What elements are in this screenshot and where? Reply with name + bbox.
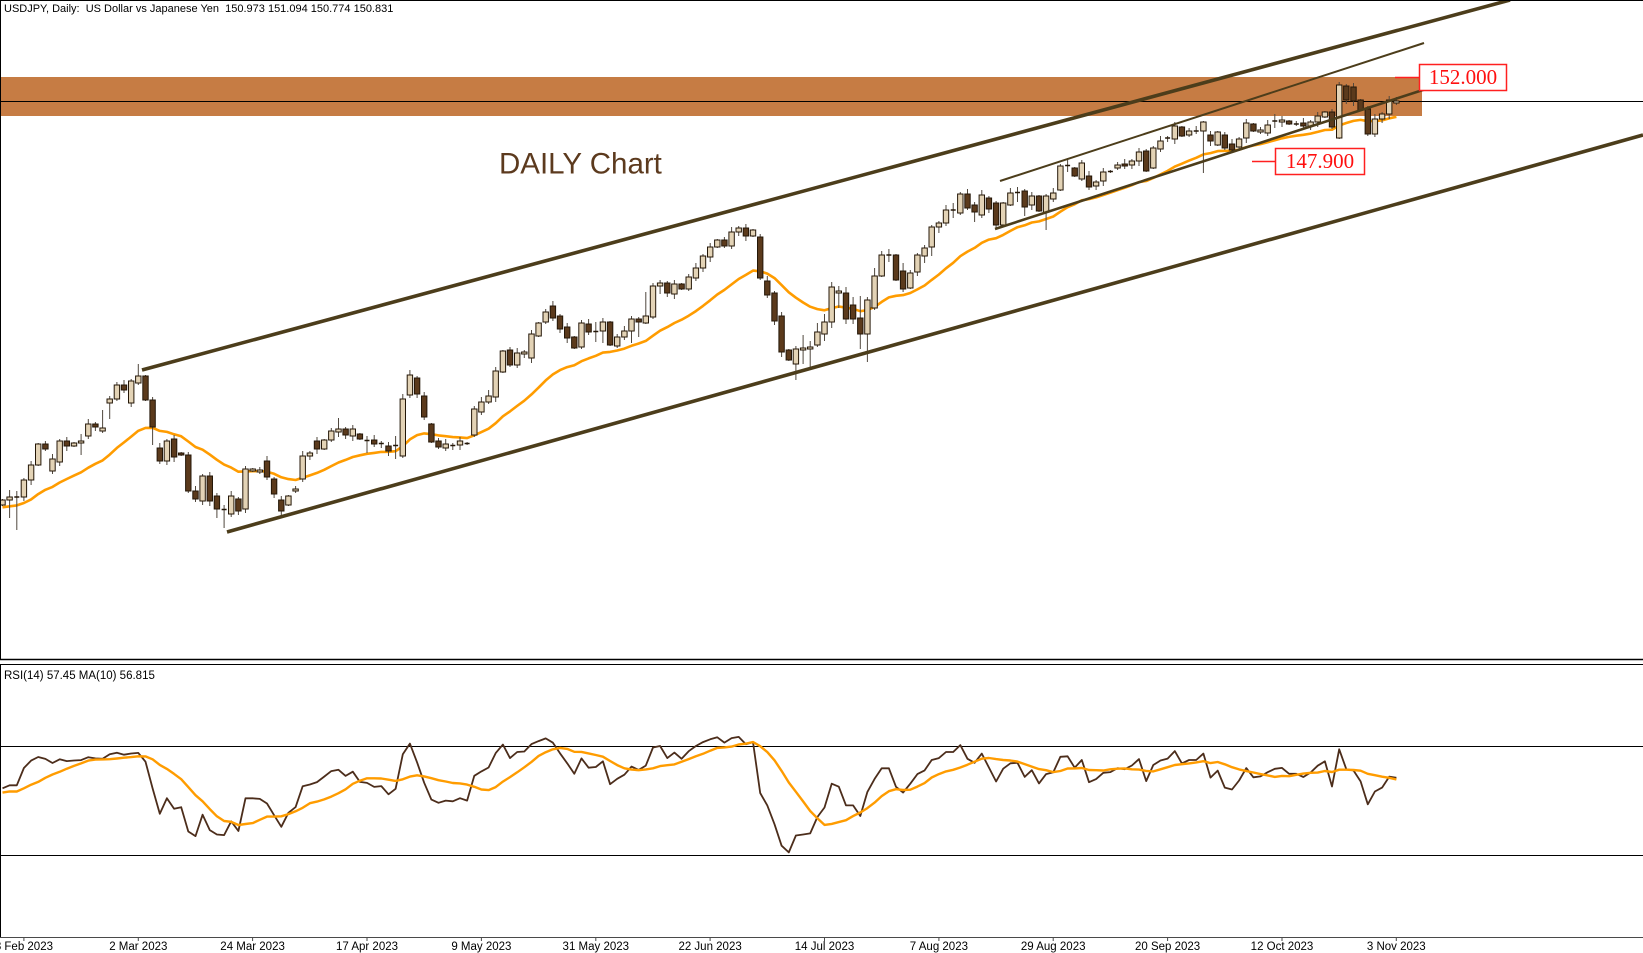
svg-text:RSI(14) 57.45 MA(10) 56.815: RSI(14) 57.45 MA(10) 56.815 bbox=[4, 670, 155, 682]
svg-text:20 Sep 2023: 20 Sep 2023 bbox=[1135, 941, 1200, 953]
svg-text:14 Jul 2023: 14 Jul 2023 bbox=[795, 941, 854, 953]
svg-text:USDJPY, Daily: US Dollar vs J: USDJPY, Daily: US Dollar vs Japanese Yen… bbox=[4, 3, 393, 15]
svg-text:29 Aug 2023: 29 Aug 2023 bbox=[1021, 941, 1086, 953]
svg-text:7 Aug 2023: 7 Aug 2023 bbox=[910, 941, 968, 953]
svg-text:152.000: 152.000 bbox=[1429, 65, 1497, 89]
svg-text:2 Mar 2023: 2 Mar 2023 bbox=[109, 941, 167, 953]
svg-text:9 May 2023: 9 May 2023 bbox=[451, 941, 511, 953]
svg-text:17 Apr 2023: 17 Apr 2023 bbox=[336, 941, 398, 953]
svg-text:24 Mar 2023: 24 Mar 2023 bbox=[220, 941, 285, 953]
svg-text:31 May 2023: 31 May 2023 bbox=[563, 941, 630, 953]
svg-text:DAILY Chart: DAILY Chart bbox=[499, 148, 662, 181]
svg-text:12 Oct 2023: 12 Oct 2023 bbox=[1251, 941, 1314, 953]
svg-text:3 Nov 2023: 3 Nov 2023 bbox=[1367, 941, 1426, 953]
svg-text:147.900: 147.900 bbox=[1286, 149, 1354, 173]
svg-text:22 Jun 2023: 22 Jun 2023 bbox=[678, 941, 741, 953]
svg-text:8 Feb 2023: 8 Feb 2023 bbox=[0, 941, 53, 953]
